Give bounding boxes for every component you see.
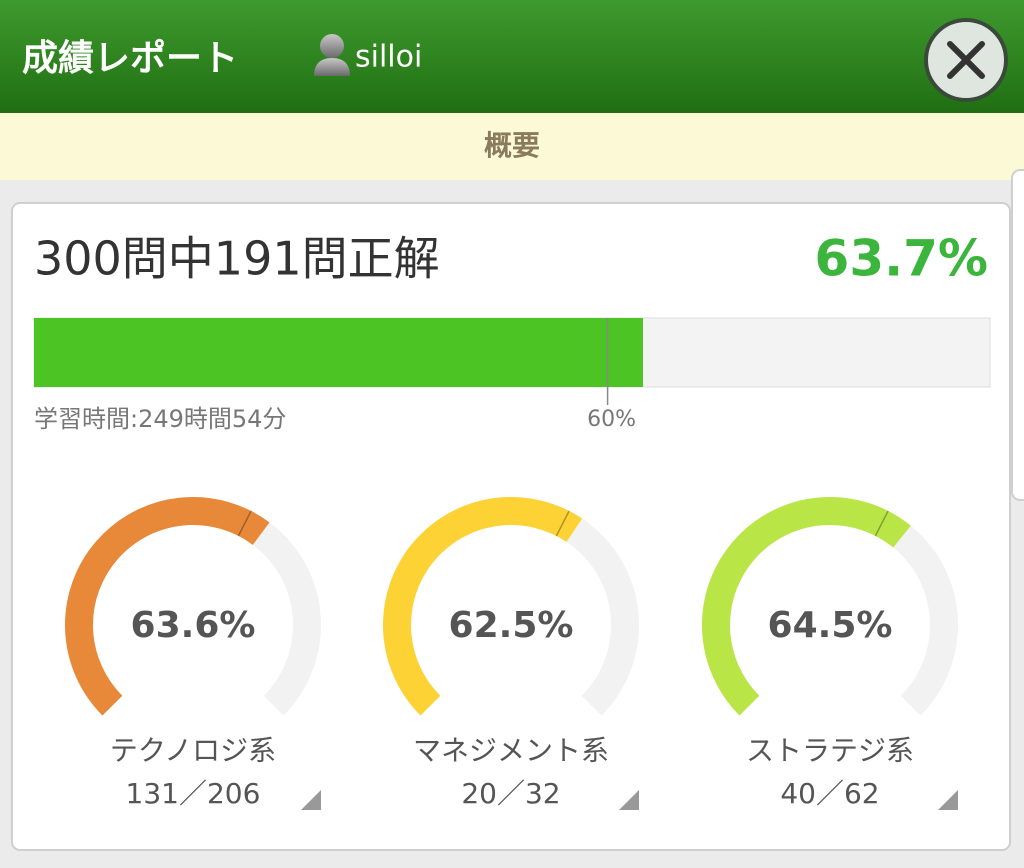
detail-toggle[interactable]: [301, 790, 321, 810]
gauge-value: 64.5%: [768, 605, 893, 646]
gauge-score: 40／62: [780, 777, 879, 810]
gauge-arc: [702, 497, 911, 716]
gauge-score: 20／32: [461, 777, 560, 810]
gauge-value: 63.6%: [131, 605, 256, 646]
tab-label[interactable]: 概要: [484, 129, 540, 162]
pass-marker-label: 60%: [587, 407, 636, 432]
gauge-pass-marker: [237, 510, 252, 537]
gauge-value: 62.5%: [449, 605, 574, 646]
detail-toggle[interactable]: [938, 790, 958, 810]
gauge-pass-marker: [874, 510, 889, 537]
side-handle[interactable]: [1011, 169, 1024, 501]
study-time: 学習時間:249時間54分: [34, 405, 286, 433]
summary-text: 300問中191問正解: [34, 232, 440, 286]
gauge-name: テクノロジ系: [110, 734, 276, 767]
gauge-arc: [65, 497, 270, 716]
header-title: 成績レポート: [22, 37, 238, 79]
detail-toggle[interactable]: [619, 790, 639, 810]
summary-percent: 63.7%: [815, 230, 988, 288]
user-icon: [314, 34, 350, 76]
close-button[interactable]: [924, 18, 1008, 102]
gauge-name: マネジメント系: [413, 734, 609, 767]
gauge-pass-marker: [555, 510, 570, 537]
header-bar: [0, 0, 1024, 113]
tab-bar: [0, 113, 1024, 180]
gauge-name: ストラテジ系: [746, 734, 914, 767]
gauge-arc: [383, 497, 583, 716]
progress-fill: [34, 318, 643, 387]
gauge-score: 131／206: [126, 777, 261, 810]
user-name: silloi: [355, 40, 422, 75]
